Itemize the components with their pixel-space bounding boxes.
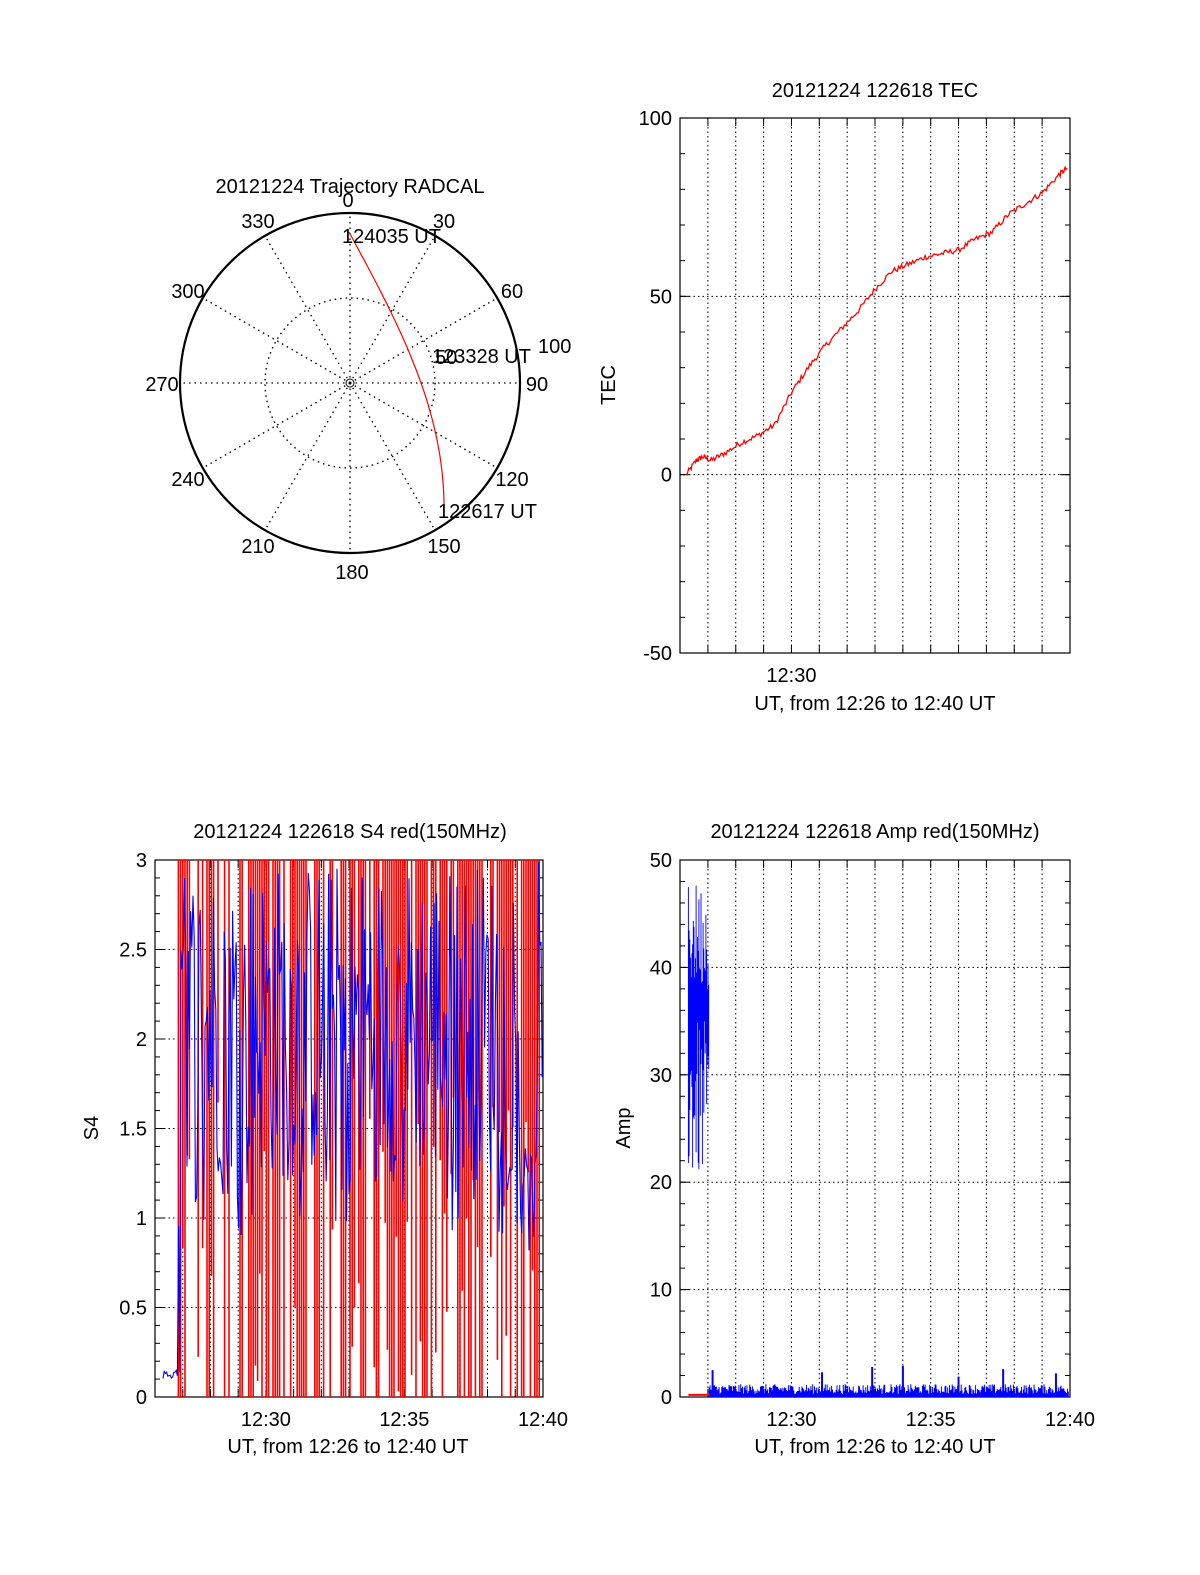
y-tick-label: 1 bbox=[136, 1208, 147, 1230]
polar-grid bbox=[178, 211, 522, 555]
s4-title: 20121224 122618 S4 red(150MHz) bbox=[193, 821, 507, 843]
x-tick-label: 12:30 bbox=[766, 665, 816, 687]
amp-axes: 0 10 20 30 40 50 12:30 12:35 12:40 bbox=[650, 850, 1095, 1431]
polar-azimuth-label: 330 bbox=[241, 211, 274, 233]
polar-spoke bbox=[349, 297, 498, 384]
tec-xlabel: UT, from 12:26 to 12:40 UT bbox=[754, 693, 995, 715]
amp-plot-area bbox=[687, 885, 1069, 1397]
y-tick-label: 0 bbox=[661, 465, 672, 487]
tec-plot-area bbox=[685, 165, 1068, 476]
y-tick-label: 2.5 bbox=[119, 940, 147, 962]
amp-xlabel: UT, from 12:26 to 12:40 UT bbox=[754, 1436, 995, 1458]
y-tick-label: 100 bbox=[639, 108, 672, 130]
radial-label-50: 50 bbox=[435, 347, 457, 369]
s4-panel: 20121224 122618 S4 red(150MHz) 0 0.5 1 1.5 2… bbox=[81, 821, 568, 1458]
polar-spoke bbox=[264, 235, 351, 384]
polar-spoke bbox=[202, 382, 351, 469]
polar-inner-ring bbox=[264, 297, 436, 469]
polar-azimuth-label: 180 bbox=[335, 562, 368, 584]
x-tick-label: 12:40 bbox=[1045, 1409, 1095, 1431]
polar-azimuth-label: 210 bbox=[241, 536, 274, 558]
tec-ylabel: TEC bbox=[598, 365, 620, 405]
polar-spoke bbox=[202, 297, 351, 384]
y-tick-label: 40 bbox=[650, 957, 672, 979]
y-tick-label: -50 bbox=[643, 643, 672, 665]
polar-azimuth-label: 120 bbox=[495, 469, 528, 491]
s4-xlabel: UT, from 12:26 to 12:40 UT bbox=[227, 1436, 468, 1458]
y-tick-label: 10 bbox=[650, 1280, 672, 1302]
tec-axes: -50 0 50 100 12:30 bbox=[639, 108, 1071, 687]
polar-azimuth-label: 300 bbox=[171, 281, 204, 303]
trajectory-track bbox=[348, 231, 445, 505]
y-tick-label: 0.5 bbox=[119, 1298, 147, 1320]
polar-track bbox=[348, 231, 445, 505]
polar-azimuth-labels: 0 30 60 90 120 150 180 210 240 270 300 330 bbox=[145, 190, 548, 584]
y-tick-label: 3 bbox=[136, 850, 147, 872]
s4-plot-area bbox=[162, 860, 543, 1397]
polar-spoke bbox=[349, 382, 436, 531]
y-tick-label: 2 bbox=[136, 1029, 147, 1051]
polar-azimuth-label: 150 bbox=[427, 536, 460, 558]
radial-label-100: 100 bbox=[538, 336, 571, 358]
polar-azimuth-label: 30 bbox=[433, 211, 455, 233]
y-tick-label: 50 bbox=[650, 850, 672, 872]
x-tick-label: 12:35 bbox=[906, 1409, 956, 1431]
trajectory-panel: 20121224 Trajectory RADCAL 0 30 60 90 120 150… bbox=[145, 176, 571, 584]
x-tick-label: 12:35 bbox=[379, 1409, 429, 1431]
amp-blue-baseline bbox=[708, 1384, 1069, 1397]
amp-title: 20121224 122618 Amp red(150MHz) bbox=[710, 821, 1039, 843]
polar-outer-ring bbox=[178, 211, 522, 555]
y-tick-label: 30 bbox=[650, 1065, 672, 1087]
s4-axes: 0 0.5 1 1.5 2 2.5 3 12:30 12:35 12:40 bbox=[119, 850, 568, 1431]
trajectory-start-label: 122617 UT bbox=[438, 501, 537, 523]
y-tick-label: 0 bbox=[661, 1387, 672, 1409]
polar-azimuth-label: 60 bbox=[501, 281, 523, 303]
trajectory-mid-label: 123328 UT bbox=[432, 346, 531, 368]
trajectory-end-label: 124035 UT bbox=[342, 226, 441, 248]
x-tick-label: 12:40 bbox=[518, 1409, 568, 1431]
x-tick-label: 12:30 bbox=[241, 1409, 291, 1431]
amp-ylabel: Amp bbox=[613, 1107, 635, 1148]
y-tick-label: 0 bbox=[136, 1387, 147, 1409]
polar-azimuth-label: 270 bbox=[145, 374, 178, 396]
s4-blue-series bbox=[162, 861, 543, 1380]
x-tick-label: 12:30 bbox=[766, 1409, 816, 1431]
trajectory-title: 20121224 Trajectory RADCAL bbox=[215, 176, 484, 198]
polar-spoke bbox=[264, 382, 351, 531]
tec-series-line bbox=[685, 165, 1068, 476]
y-tick-label: 20 bbox=[650, 1172, 672, 1194]
polar-spoke bbox=[349, 235, 436, 384]
y-tick-label: 1.5 bbox=[119, 1119, 147, 1141]
polar-azimuth-label: 90 bbox=[526, 374, 548, 396]
polar-spoke bbox=[349, 382, 498, 469]
polar-center-ring bbox=[345, 378, 355, 388]
amp-blue-burst bbox=[687, 885, 710, 1170]
y-tick-label: 50 bbox=[650, 286, 672, 308]
s4-ylabel: S4 bbox=[81, 1116, 103, 1140]
polar-azimuth-label: 0 bbox=[342, 190, 353, 212]
tec-panel: 20121224 122618 TEC -50 0 50 100 12:30 UT, f… bbox=[598, 80, 1071, 715]
tec-title: 20121224 122618 TEC bbox=[772, 80, 978, 102]
amp-panel: 20121224 122618 Amp red(150MHz) 0 10 20 30 4… bbox=[613, 821, 1095, 1458]
polar-azimuth-label: 240 bbox=[171, 469, 204, 491]
